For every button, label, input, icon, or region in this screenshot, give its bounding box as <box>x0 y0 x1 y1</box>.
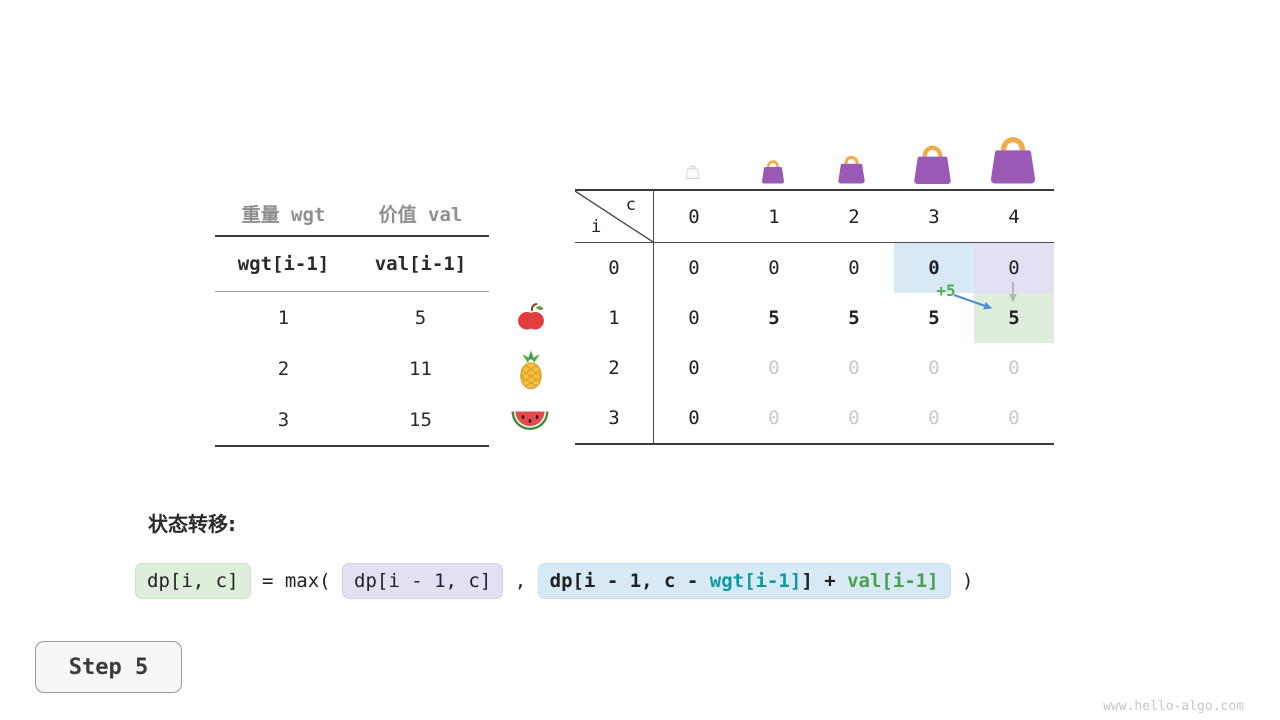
dp-cell-0-2: 0 <box>848 257 860 279</box>
bag-ghost-icon <box>685 163 700 183</box>
corner-col-var: c <box>625 195 636 215</box>
item-1-weight: 1 <box>277 306 290 329</box>
apple-icon <box>516 302 546 336</box>
corner-row-var: i <box>591 217 602 237</box>
dp-cell-1-2: 5 <box>848 307 860 329</box>
state-transition-heading: 状态转移: <box>148 512 236 536</box>
dp-cell-0-3: 0 <box>894 243 974 293</box>
bag-xlarge-icon <box>987 129 1039 190</box>
items-index-val: val[i-1] <box>374 253 467 275</box>
dp-corner-cell: c i <box>575 191 654 243</box>
dp-col-header-3: 3 <box>894 191 974 243</box>
plus-value-annotation: +5 <box>936 281 956 300</box>
dp-cell-1-4: 5 <box>974 293 1054 343</box>
dp-cell-2-3: 0 <box>928 357 940 379</box>
formula-option1-term: dp[i - 1, c] <box>342 563 504 599</box>
dp-cell-0-4: 0 <box>974 243 1054 293</box>
items-col-weight-header: 重量 wgt <box>241 204 326 226</box>
dp-cell-1-1: 5 <box>768 307 780 329</box>
dp-cell-1-3: 5 <box>928 307 940 329</box>
dp-row-header-0: 0 <box>575 243 654 293</box>
dp-cell-3-1: 0 <box>768 407 780 429</box>
state-transition-formula: dp[i, c] = max( dp[i - 1, c] , dp[i - 1,… <box>135 560 973 602</box>
dp-col-header-2: 2 <box>814 191 894 243</box>
dp-table: c i 0 1 2 3 4 0 0 0 0 0 0 1 0 5 5 5 5 2 … <box>575 189 1054 445</box>
pineapple-icon <box>516 350 546 394</box>
watermark: www.hello-algo.com <box>1103 699 1244 714</box>
dp-cell-0-0: 0 <box>688 257 700 279</box>
dp-cell-2-0: 0 <box>688 357 700 379</box>
formula-option2-prefix: dp[i - 1, c - <box>549 570 710 592</box>
formula-comma: , <box>503 570 538 592</box>
dp-row-header-3: 3 <box>575 393 654 443</box>
dp-col-header-1: 1 <box>734 191 814 243</box>
formula-result-term: dp[i, c] <box>135 563 251 599</box>
dp-row-header-2: 2 <box>575 343 654 393</box>
item-2-value: 11 <box>409 357 432 380</box>
watermelon-icon <box>510 408 550 439</box>
dp-col-header-4: 4 <box>974 191 1054 243</box>
dp-cell-2-2: 0 <box>848 357 860 379</box>
items-header-row: 重量 wgt 价值 val <box>215 192 489 237</box>
dp-cell-2-4: 0 <box>1008 357 1020 379</box>
item-3-weight: 3 <box>277 408 290 431</box>
step-badge: Step 5 <box>35 641 182 693</box>
dp-col-header-0: 0 <box>654 191 734 243</box>
item-2-weight: 2 <box>277 357 290 380</box>
dp-cell-3-0: 0 <box>688 407 700 429</box>
item-3-value: 15 <box>409 408 432 431</box>
formula-equals-max: = max( <box>250 570 343 592</box>
dp-cell-3-3: 0 <box>928 407 940 429</box>
items-row-2: 2 11 <box>215 343 489 394</box>
bag-small-icon <box>760 156 786 189</box>
items-index-wgt: wgt[i-1] <box>237 253 330 275</box>
formula-option2-val: val[i-1] <box>847 570 939 592</box>
formula-option2-term: dp[i - 1, c - wgt[i-1]] + val[i-1] <box>537 563 951 599</box>
dp-cell-3-4: 0 <box>1008 407 1020 429</box>
dp-cell-3-2: 0 <box>848 407 860 429</box>
items-table: 重量 wgt 价值 val wgt[i-1] val[i-1] 1 5 2 11… <box>215 192 489 447</box>
item-1-value: 5 <box>414 306 427 329</box>
diagonal-line <box>575 191 653 242</box>
dp-row-header-1: 1 <box>575 293 654 343</box>
formula-option2-wgt: wgt[i-1] <box>709 570 802 592</box>
dp-cell-2-1: 0 <box>768 357 780 379</box>
formula-closing-paren: ) <box>950 570 974 592</box>
formula-option2-mid: ] + <box>801 570 848 592</box>
dp-cell-1-0: 0 <box>688 307 700 329</box>
items-row-1: 1 5 <box>215 292 489 343</box>
bag-large-icon <box>911 139 954 190</box>
bag-medium-icon <box>836 151 867 189</box>
items-row-3: 3 15 <box>215 394 489 445</box>
items-col-value-header: 价值 val <box>378 204 463 226</box>
dp-cell-0-1: 0 <box>768 257 780 279</box>
items-index-row: wgt[i-1] val[i-1] <box>215 237 489 292</box>
